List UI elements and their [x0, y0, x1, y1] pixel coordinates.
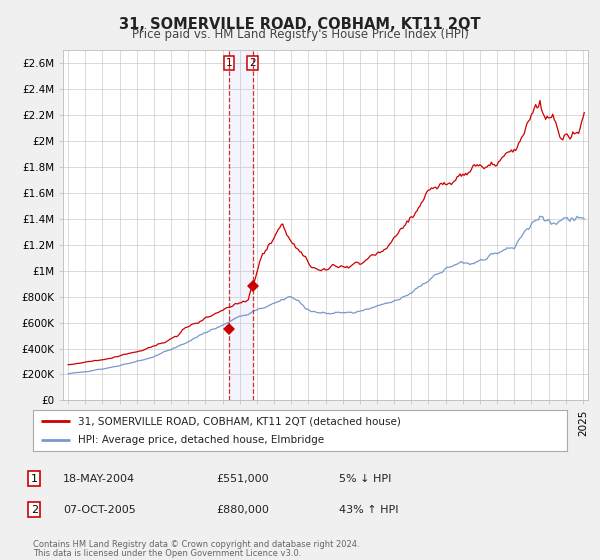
Text: Contains HM Land Registry data © Crown copyright and database right 2024.: Contains HM Land Registry data © Crown c…	[33, 540, 359, 549]
Text: 5% ↓ HPI: 5% ↓ HPI	[339, 474, 391, 484]
Text: HPI: Average price, detached house, Elmbridge: HPI: Average price, detached house, Elmb…	[79, 435, 325, 445]
Text: 1: 1	[31, 474, 38, 484]
Text: 07-OCT-2005: 07-OCT-2005	[63, 505, 136, 515]
Text: 31, SOMERVILLE ROAD, COBHAM, KT11 2QT (detached house): 31, SOMERVILLE ROAD, COBHAM, KT11 2QT (d…	[79, 417, 401, 426]
Text: £551,000: £551,000	[216, 474, 269, 484]
Bar	[229, 50, 253, 400]
Text: 43% ↑ HPI: 43% ↑ HPI	[339, 505, 398, 515]
Text: 2: 2	[31, 505, 38, 515]
Text: £880,000: £880,000	[216, 505, 269, 515]
Text: 1: 1	[226, 58, 232, 68]
Text: 31, SOMERVILLE ROAD, COBHAM, KT11 2QT: 31, SOMERVILLE ROAD, COBHAM, KT11 2QT	[119, 17, 481, 32]
Text: 18-MAY-2004: 18-MAY-2004	[63, 474, 135, 484]
Text: This data is licensed under the Open Government Licence v3.0.: This data is licensed under the Open Gov…	[33, 549, 301, 558]
Text: 2: 2	[249, 58, 256, 68]
Text: Price paid vs. HM Land Registry's House Price Index (HPI): Price paid vs. HM Land Registry's House …	[131, 28, 469, 41]
